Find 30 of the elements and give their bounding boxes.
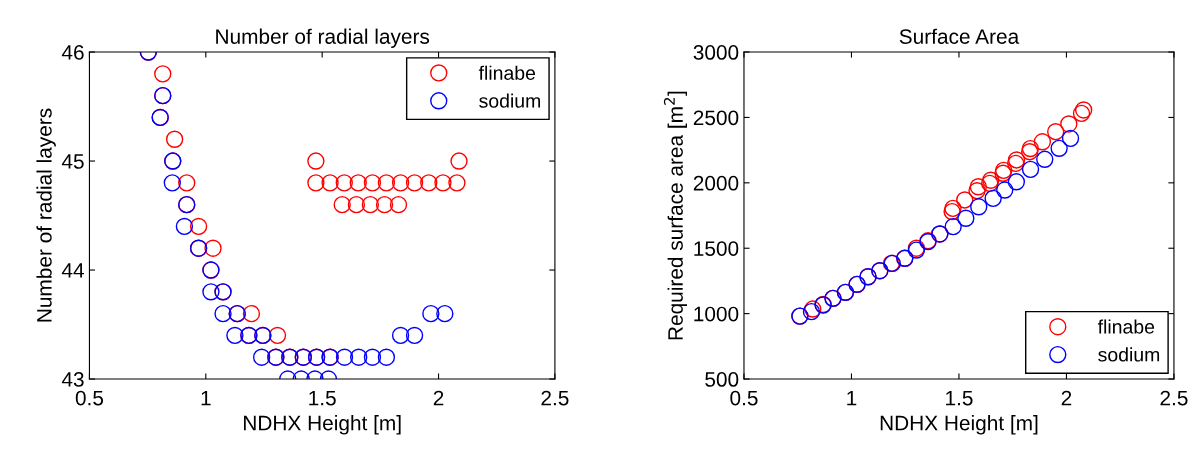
x-tick-label: 1.5 bbox=[946, 390, 973, 406]
legend-label: flinabe bbox=[1097, 319, 1155, 334]
chart-title: Number of radial layers bbox=[216, 28, 430, 49]
y-tick-label: 1500 bbox=[694, 241, 739, 256]
x-tick-label: 2.5 bbox=[541, 390, 569, 406]
y-axis-title: Number of radial layers bbox=[36, 108, 56, 322]
chart-title: Surface Area bbox=[899, 28, 1020, 44]
y-axis-title: Required surface area [m$^{2}$] bbox=[663, 91, 688, 340]
x-tick-label: 1.5 bbox=[309, 390, 336, 406]
y-tick-label: 1000 bbox=[694, 306, 739, 322]
y-tick-label: 44 bbox=[61, 263, 84, 278]
x-tick-label: 1 bbox=[201, 390, 211, 406]
x-tick-label: 2 bbox=[1061, 390, 1072, 406]
y-tick-label: 500 bbox=[705, 372, 739, 387]
x-tick-label: 2.5 bbox=[1160, 390, 1188, 406]
legend-label: sodium bbox=[479, 93, 541, 108]
x-tick-label: 0.5 bbox=[75, 390, 104, 406]
y-tick-label: 2000 bbox=[693, 175, 739, 191]
y-tick-label: 2500 bbox=[693, 110, 739, 126]
legend-label: sodium bbox=[1098, 347, 1160, 362]
x-tick-label: 1 bbox=[847, 390, 857, 406]
x-axis-title: NDHX Height [m] bbox=[880, 415, 1038, 435]
x-axis-title: NDHX Height [m] bbox=[244, 415, 401, 435]
x-tick-label: 2 bbox=[433, 390, 444, 406]
y-tick-label: 45 bbox=[61, 154, 84, 169]
legend-label: flinabe bbox=[478, 65, 536, 80]
y-tick-label: 43 bbox=[61, 372, 84, 387]
x-tick-label: 0.5 bbox=[730, 390, 758, 406]
y-tick-label: 3000 bbox=[693, 45, 739, 60]
y-tick-label: 46 bbox=[61, 45, 84, 60]
